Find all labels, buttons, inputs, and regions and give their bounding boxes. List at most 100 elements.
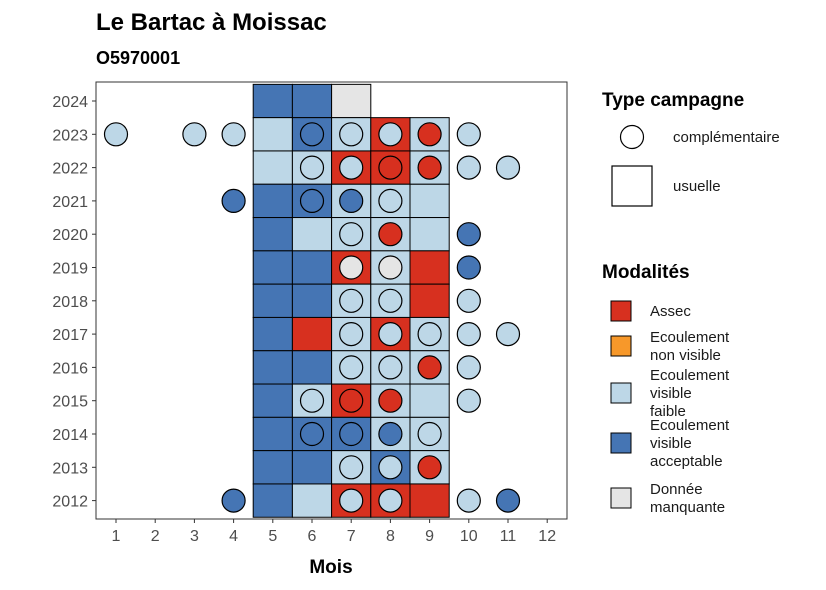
y-axis: 2012 2013 2014 2015 2016 2017 2018 2019 2020 2021… — [52, 94, 96, 511]
chart-title: Le Bartac à Moissac — [96, 9, 327, 36]
tile-2022-5 — [252, 150, 293, 185]
point-2021-6 — [299, 188, 325, 213]
point-2013-7 — [339, 455, 364, 480]
x-tick-label-8: 8 — [386, 528, 395, 545]
complementaire-points — [103, 122, 521, 513]
y-tick-label-2020: 2020 — [52, 227, 88, 244]
legend-label-donnee-manquante: Donnée manquante — [650, 481, 725, 516]
x-tick-label-4: 4 — [229, 528, 238, 545]
x-tick-label-1: 1 — [112, 528, 121, 545]
tile-2020-5 — [252, 217, 293, 252]
point-2022-7 — [339, 155, 364, 180]
tile-2018-6 — [291, 283, 333, 318]
point-2020-8 — [378, 222, 403, 247]
point-2018-10 — [456, 288, 481, 313]
legend-label-ecoulement-visible-faible: Ecoulement visible faible — [650, 367, 730, 420]
point-2015-7 — [339, 388, 364, 413]
tile-2016-6 — [291, 350, 333, 385]
tile-2018-9 — [409, 283, 450, 318]
point-2014-7 — [339, 421, 364, 447]
point-2021-7 — [339, 188, 364, 213]
point-2019-7 — [339, 255, 364, 280]
point-2021-4 — [221, 188, 246, 213]
y-tick-label-2023: 2023 — [52, 127, 88, 144]
legend-modalites-title: Modalités — [602, 262, 690, 283]
point-2020-10 — [456, 222, 481, 247]
tile-2020-6 — [291, 217, 333, 252]
legend-swatch-ecoulement-non-visible — [610, 335, 632, 357]
legend-type-label-complementaire: complémentaire — [673, 129, 780, 146]
point-2023-10 — [456, 122, 481, 147]
y-tick-label-2021: 2021 — [52, 194, 88, 211]
point-2022-9 — [417, 155, 442, 180]
point-2019-8 — [378, 255, 403, 280]
legend-type-title: Type campagne — [602, 90, 744, 111]
point-2023-7 — [339, 122, 364, 147]
tile-2019-6 — [291, 250, 333, 285]
point-2013-9 — [417, 455, 442, 480]
x-axis: 1 2 3 4 5 6 7 8 9 10 11 12 — [112, 519, 556, 545]
point-2023-6 — [299, 122, 325, 147]
x-tick-label-10: 10 — [460, 528, 478, 545]
x-tick-label-9: 9 — [425, 528, 434, 545]
tile-2020-9 — [409, 217, 450, 252]
point-2016-7 — [339, 355, 364, 380]
point-2023-8 — [378, 122, 403, 147]
point-2018-8 — [378, 288, 403, 313]
x-tick-label-5: 5 — [268, 528, 277, 545]
tile-2017-5 — [252, 316, 293, 352]
tile-2018-5 — [252, 283, 293, 318]
point-2016-8 — [378, 355, 403, 380]
tile-2013-6 — [291, 450, 333, 485]
x-axis-title: Mois — [309, 557, 352, 578]
legend-circle-key — [619, 124, 645, 150]
point-2017-8 — [378, 322, 403, 347]
tile-2012-6 — [291, 483, 333, 518]
point-2017-11 — [495, 322, 521, 347]
x-tick-label-6: 6 — [308, 528, 317, 545]
legend-label-ecoulement-non-visible: Ecoulement non visible — [650, 329, 730, 364]
tile-2024-5 — [252, 83, 293, 119]
point-2014-8 — [378, 421, 403, 447]
y-tick-label-2017: 2017 — [52, 327, 88, 344]
point-2020-7 — [339, 222, 364, 247]
legend-label-assec: Assec — [650, 303, 691, 320]
point-2022-11 — [495, 155, 521, 180]
point-2012-7 — [339, 488, 364, 513]
x-tick-label-2: 2 — [151, 528, 160, 545]
point-2014-9 — [417, 421, 442, 447]
y-tick-label-2013: 2013 — [52, 460, 88, 477]
tile-2012-5 — [252, 483, 293, 518]
legend-modalites: Modalités Assec Ecoulement non visibleEcoul… — [602, 262, 730, 516]
point-2017-9 — [417, 322, 442, 347]
y-tick-label-2014: 2014 — [52, 427, 88, 444]
tile-2014-5 — [252, 416, 293, 452]
legend-swatch-ecoulement-visible-faible — [610, 382, 632, 404]
point-2015-8 — [378, 388, 403, 413]
tile-2021-9 — [409, 183, 450, 219]
point-2016-10 — [456, 355, 481, 380]
point-2012-11 — [495, 488, 521, 513]
y-tick-label-2019: 2019 — [52, 261, 88, 278]
tile-2023-5 — [252, 117, 293, 152]
x-tick-label-3: 3 — [190, 528, 199, 545]
tile-2019-5 — [252, 250, 293, 285]
legend-swatch-ecoulement-visible-acceptable — [610, 432, 632, 454]
point-2022-10 — [456, 155, 481, 180]
y-tick-label-2024: 2024 — [52, 94, 88, 111]
chart-subtitle: O5970001 — [96, 48, 180, 68]
point-2023-9 — [417, 122, 442, 147]
point-2017-7 — [339, 322, 364, 347]
point-2018-7 — [339, 288, 364, 313]
point-2013-8 — [378, 455, 403, 480]
x-tick-label-7: 7 — [347, 528, 356, 545]
y-tick-label-2016: 2016 — [52, 360, 88, 377]
point-2012-4 — [221, 488, 246, 513]
legend-swatch-donnee-manquante — [610, 487, 632, 509]
y-tick-label-2022: 2022 — [52, 161, 88, 178]
legend-type-label-usuelle: usuelle — [673, 178, 721, 195]
point-2014-6 — [299, 421, 325, 447]
legend-type-campagne: Type campagne complémentaire usuelle — [602, 90, 780, 207]
tile-2024-6 — [291, 83, 333, 119]
